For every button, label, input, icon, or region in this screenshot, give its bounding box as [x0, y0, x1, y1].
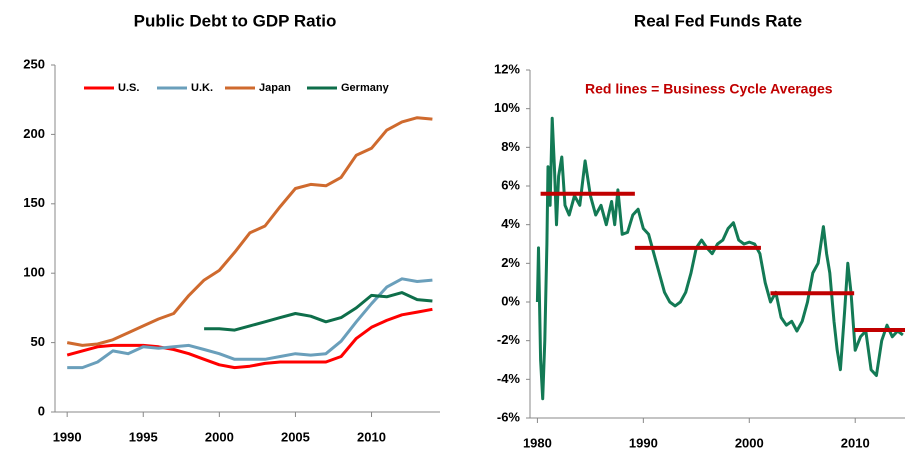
x-tick-label: 1990	[53, 429, 82, 444]
x-tick-label: 2000	[205, 429, 234, 444]
y-tick-label: 200	[23, 126, 45, 141]
y-tick-label: 50	[31, 334, 45, 349]
legend-label: Japan	[259, 82, 291, 94]
x-tick-label: 2005	[281, 429, 310, 444]
x-tick-label: 2000	[735, 435, 764, 450]
y-tick-label: 2%	[501, 255, 520, 270]
chart-title: Public Debt to GDP Ratio	[134, 11, 337, 30]
y-tick-label: 0%	[501, 293, 520, 308]
y-tick-label: -2%	[497, 332, 521, 347]
series-line	[66, 116, 433, 347]
y-tick-label: 100	[23, 265, 45, 280]
annotation: Red lines = Business Cycle Averages	[585, 81, 833, 97]
y-tick-label: 6%	[501, 177, 520, 192]
x-tick-label: 1995	[129, 429, 158, 444]
y-tick-label: 8%	[501, 139, 520, 154]
legend-label: U.K.	[191, 82, 213, 94]
x-tick-label: 1980	[523, 435, 552, 450]
series-line	[66, 307, 433, 370]
series-line	[204, 291, 433, 332]
y-tick-label: 250	[23, 56, 45, 71]
chart-title: Real Fed Funds Rate	[634, 11, 802, 30]
x-tick-label: 2010	[357, 429, 386, 444]
series-line	[535, 116, 904, 401]
x-tick-label: 1990	[629, 435, 658, 450]
legend-label: Germany	[341, 82, 390, 94]
series-line	[67, 277, 433, 370]
y-tick-label: 0	[38, 403, 45, 418]
y-tick-label: 4%	[501, 216, 520, 231]
x-tick-label: 2010	[841, 435, 870, 450]
y-tick-label: -4%	[497, 371, 521, 386]
legend-label: U.S.	[118, 82, 139, 94]
y-tick-label: 10%	[494, 100, 520, 115]
y-tick-label: 150	[23, 195, 45, 210]
y-tick-label: 12%	[494, 61, 520, 76]
y-tick-label: -6%	[497, 409, 521, 424]
